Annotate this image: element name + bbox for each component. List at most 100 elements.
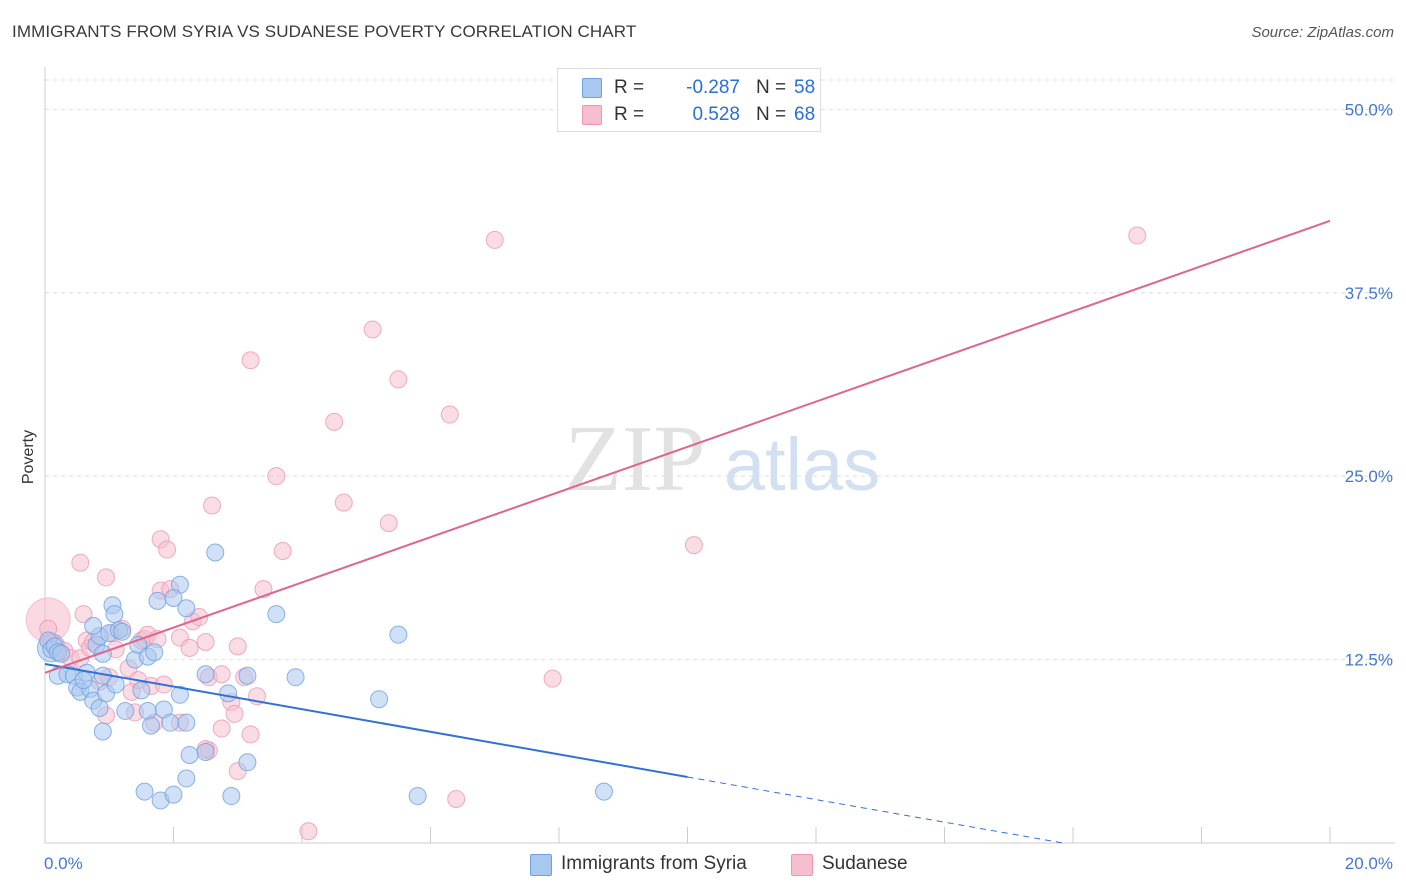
sudanese-point [97,568,116,587]
syria-point [164,588,183,607]
syria-point [180,745,199,764]
syria-point [206,543,225,562]
syria-point [84,616,103,635]
syria-point [106,675,125,694]
axis-layer: 12.5% 25.0% 37.5% 50.0% 0.0% 20.0% [44,67,1395,873]
syria-point [222,787,241,806]
trend-layer [44,219,1331,844]
syria-point [177,769,196,788]
y-tick-label: 37.5% [1345,284,1393,303]
syria-point [196,743,215,762]
syria-swatch [582,78,602,98]
sudanese-point [267,467,286,486]
syria-trend-extension [687,776,1064,844]
syria-point [138,701,157,720]
syria-point [105,605,124,624]
legend-n-value-syria: 58 [794,77,816,98]
grid-layer [45,79,1395,661]
sudanese-point [180,638,199,657]
correlation-legend: R = -0.287 N = 58 R = 0.528 N = 68 [557,68,821,132]
sudanese-point [389,370,408,389]
sudanese-swatch [582,105,602,125]
sudanese-point [334,493,353,512]
syria-point [267,605,286,624]
sudanese-point [299,822,318,841]
sudanese-point [379,514,398,533]
sudanese-point [273,542,292,561]
y-tick-label: 25.0% [1345,467,1393,486]
sudanese-point [228,637,247,656]
legend-n-label: N = [756,77,787,98]
syria-point [52,644,71,663]
legend-r-label: R = [614,104,645,125]
syria-point [238,666,257,685]
sudanese-point [196,632,215,651]
legend-r-value-syria: -0.287 [686,77,740,98]
sudanese-point [684,536,703,555]
sudanese-trend-line [44,219,1331,674]
chart-title: IMMIGRANTS FROM SYRIA VS SUDANESE POVERT… [12,22,637,41]
sudanese-point [543,669,562,688]
syria-point [113,622,132,641]
sudanese-point [71,553,90,572]
syria-point [286,668,305,687]
syria-point [370,690,389,709]
sudanese-point [225,704,244,723]
sudanese-point [447,789,466,808]
y-tick-label: 12.5% [1345,651,1393,670]
series-legend: Immigrants from Syria Sudanese [0,852,1406,878]
x-tick-label: 20.0% [1345,854,1393,873]
legend-n-label: N = [756,104,787,125]
sudanese-point [212,719,231,738]
syria-legend-swatch [530,854,552,876]
syria-point [93,722,112,741]
syria-point [93,644,112,663]
watermark-atlas: atlas [724,423,880,506]
syria-point [145,643,164,662]
sudanese-legend-swatch [791,854,813,876]
syria-point [177,713,196,732]
syria-point [148,591,167,610]
syria-point [219,684,238,703]
y-tick-label: 50.0% [1345,100,1393,119]
watermark-zip: ZIP [565,407,706,511]
syria-point [132,681,151,700]
syria-trend-line [44,663,688,778]
y-axis-label: Poverty [20,430,37,484]
syria-point [238,753,257,772]
sudanese-point [241,351,260,370]
syria-point [116,701,135,720]
legend-n-value-sudanese: 68 [794,104,816,125]
sudanese-point [74,605,93,624]
syria-point [164,785,183,804]
source-label: Source: ZipAtlas.com [1251,24,1394,41]
sudanese-point [440,405,459,424]
sudanese-point [485,230,504,249]
sudanese-legend-label: Sudanese [822,853,908,874]
syria-point [389,625,408,644]
sudanese-point [203,496,222,515]
sudanese-point [1128,226,1147,245]
syria-point [161,713,180,732]
syria-legend-label: Immigrants from Syria [561,853,747,874]
syria-point [408,787,427,806]
syria-point [594,782,613,801]
syria-point [142,716,161,735]
sudanese-point [254,580,273,599]
watermark: ZIP atlas [565,407,881,511]
sudanese-point [190,608,209,627]
x-tick-label: 0.0% [44,854,83,873]
legend-r-value-sudanese: 0.528 [692,104,740,125]
legend-r-label: R = [614,77,645,98]
syria-point [74,671,93,690]
sudanese-point [363,320,382,339]
sudanese-point [241,725,260,744]
sudanese-point [212,665,231,684]
sudanese-point [325,412,344,431]
syria-point [196,665,215,684]
syria-point [170,685,189,704]
syria-point [135,782,154,801]
points-layer [25,226,1147,841]
sudanese-point [158,540,177,559]
